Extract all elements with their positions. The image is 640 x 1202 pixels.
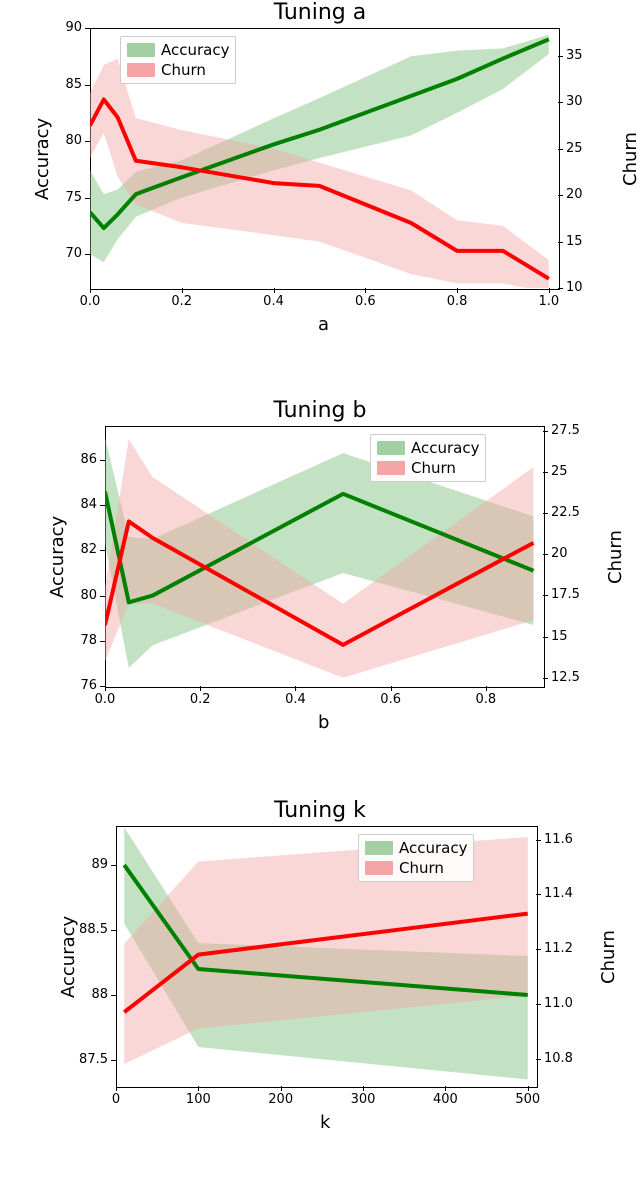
chart-title-b: Tuning b (0, 398, 640, 423)
chart-title-a: Tuning a (0, 0, 640, 25)
chart-title-k: Tuning k (0, 798, 640, 823)
legend-swatch (127, 63, 155, 77)
yright-tick: 20 (551, 546, 593, 561)
x-tick: 300 (343, 1092, 383, 1107)
legend-label: Churn (399, 859, 444, 877)
legend-swatch (377, 441, 405, 455)
yright-tick: 30 (566, 94, 608, 109)
legend-swatch (365, 861, 393, 875)
legend-label: Churn (161, 61, 206, 79)
yright-tick: 22.5 (551, 505, 593, 520)
yright-tick: 10 (566, 280, 608, 295)
yright-tick: 27.5 (551, 423, 593, 438)
right-axis-label: Churn (620, 132, 640, 186)
yright-tick: 17.5 (551, 587, 593, 602)
x-tick: 500 (508, 1092, 548, 1107)
x-tick: 0.4 (275, 692, 315, 707)
yleft-tick: 70 (42, 246, 82, 261)
yleft-tick: 87.5 (68, 1052, 108, 1067)
yright-tick: 15 (566, 234, 608, 249)
legend: Accuracy Churn (358, 834, 474, 882)
x-axis-label: k (320, 1112, 330, 1133)
yleft-tick: 85 (42, 77, 82, 92)
left-axis-label: Accuracy (32, 118, 53, 200)
yleft-tick: 86 (57, 452, 97, 467)
x-tick: 0 (96, 1092, 136, 1107)
x-tick: 0.8 (466, 692, 506, 707)
left-axis-label: Accuracy (58, 916, 79, 998)
yright-tick: 11.2 (544, 941, 586, 956)
x-tick: 0.4 (254, 294, 294, 309)
yright-tick: 11.4 (544, 886, 586, 901)
yright-tick: 11.6 (544, 832, 586, 847)
legend-swatch (365, 841, 393, 855)
x-tick: 1.0 (529, 294, 569, 309)
legend-label: Accuracy (411, 439, 479, 457)
legend-swatch (377, 461, 405, 475)
legend-label: Accuracy (399, 839, 467, 857)
yleft-tick: 84 (57, 497, 97, 512)
yright-tick: 35 (566, 48, 608, 63)
yleft-tick: 78 (57, 633, 97, 648)
x-tick: 0.6 (371, 692, 411, 707)
yright-tick: 20 (566, 187, 608, 202)
x-tick: 400 (425, 1092, 465, 1107)
x-tick: 0.2 (162, 294, 202, 309)
right-axis-label: Churn (605, 530, 626, 584)
yright-tick: 25 (566, 141, 608, 156)
x-axis-label: a (318, 314, 329, 335)
legend-label: Churn (411, 459, 456, 477)
yright-tick: 12.5 (551, 670, 593, 685)
yright-tick: 25 (551, 464, 593, 479)
legend-swatch (127, 43, 155, 57)
x-tick: 0.2 (180, 692, 220, 707)
x-tick: 0.8 (437, 294, 477, 309)
x-tick: 0.0 (85, 692, 125, 707)
yright-tick: 15 (551, 629, 593, 644)
yleft-tick: 76 (57, 678, 97, 693)
x-axis-label: b (318, 712, 329, 733)
yleft-tick: 89 (68, 857, 108, 872)
legend: Accuracy Churn (370, 434, 486, 482)
yleft-tick: 90 (42, 20, 82, 35)
left-axis-label: Accuracy (47, 516, 68, 598)
x-tick: 100 (178, 1092, 218, 1107)
x-tick: 200 (261, 1092, 301, 1107)
yright-tick: 11.0 (544, 996, 586, 1011)
right-axis-label: Churn (598, 930, 619, 984)
legend: Accuracy Churn (120, 36, 236, 84)
x-tick: 0.6 (345, 294, 385, 309)
x-tick: 0.0 (70, 294, 110, 309)
legend-label: Accuracy (161, 41, 229, 59)
yright-tick: 10.8 (544, 1051, 586, 1066)
